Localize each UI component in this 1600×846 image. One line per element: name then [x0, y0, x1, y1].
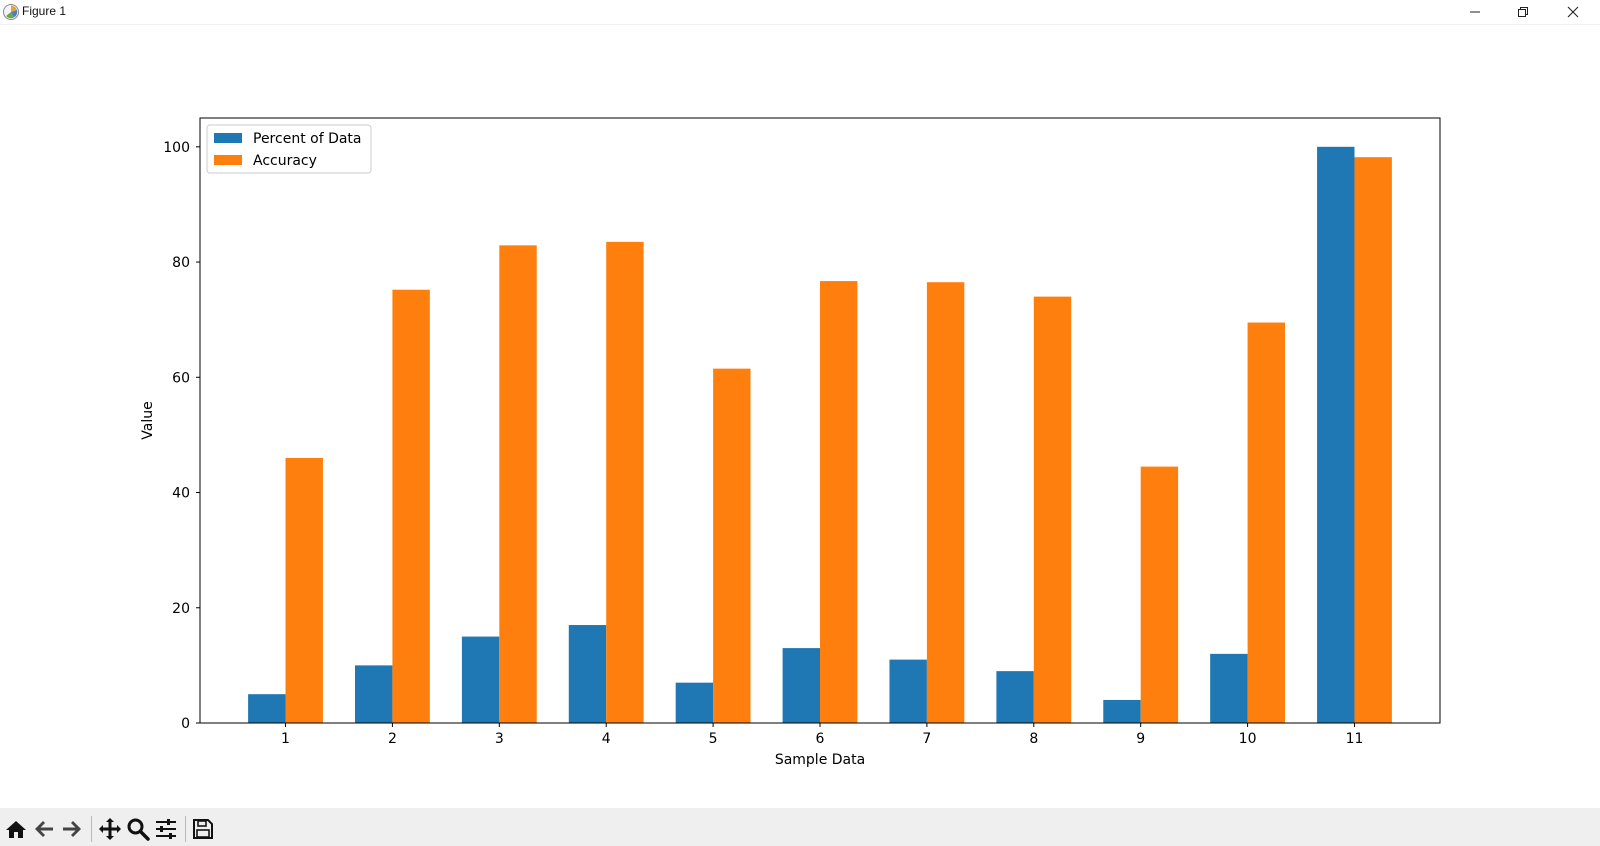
bar-percent-of-data-9 [1103, 699, 1141, 723]
close-icon [1567, 6, 1579, 18]
bar-percent-of-data-4 [568, 625, 607, 723]
bar-accuracy-5 [713, 368, 751, 723]
legend-label: Accuracy [253, 153, 317, 169]
bar-percent-of-data-2 [355, 665, 393, 723]
x-tick-label: 3 [495, 731, 504, 747]
legend-box [206, 124, 372, 174]
restore-button[interactable] [1500, 0, 1546, 24]
restore-icon [1518, 7, 1528, 17]
x-tick-label: 4 [602, 731, 611, 747]
y-tick-label: 40 [172, 486, 190, 502]
forward-arrow-icon [63, 821, 81, 837]
window-title: Figure 1 [22, 4, 67, 18]
y-tick-label: 20 [172, 601, 190, 617]
close-button[interactable] [1550, 0, 1596, 24]
x-tick-label: 5 [709, 731, 718, 747]
y-tick-label: 100 [163, 140, 190, 156]
bar-percent-of-data-5 [675, 682, 714, 723]
minimize-button[interactable] [1452, 0, 1498, 24]
x-tick-label: 10 [1239, 731, 1257, 747]
bar-accuracy-1 [285, 457, 323, 723]
matplotlib-app-icon [3, 4, 19, 20]
legend-label: Percent of Data [253, 131, 362, 147]
pan-icon [99, 818, 121, 840]
save-button[interactable] [190, 816, 216, 842]
x-tick-label: 6 [816, 731, 825, 747]
bar-percent-of-data-6 [782, 648, 820, 723]
zoom-icon [127, 818, 150, 841]
y-tick-label: 80 [172, 255, 190, 271]
window-titlebar: Figure 1 [0, 0, 1600, 25]
x-tick-label: 11 [1346, 731, 1364, 747]
bar-chart: 1 2 3 4 5 6 7 8 9 10 11 0 20 40 60 80 100 Sample Data Valu… [140, 117, 1441, 768]
back-button[interactable] [31, 816, 57, 842]
legend-swatch [214, 133, 242, 143]
legend-swatch [214, 155, 242, 165]
bar-accuracy-11 [1354, 157, 1392, 723]
zoom-button[interactable] [125, 816, 151, 842]
save-icon [193, 819, 213, 839]
forward-button[interactable] [59, 816, 85, 842]
bar-accuracy-8 [1033, 296, 1072, 723]
y-tick-label: 60 [172, 370, 190, 386]
home-button[interactable] [3, 816, 29, 842]
bar-accuracy-7 [926, 282, 965, 723]
bar-percent-of-data-3 [461, 636, 500, 723]
pan-button[interactable] [97, 816, 123, 842]
bar-accuracy-2 [392, 289, 430, 723]
configure-subplots-icon [156, 819, 176, 839]
x-tick-label: 2 [388, 731, 397, 747]
bar-percent-of-data-7 [889, 659, 927, 723]
y-tick-label: 0 [181, 716, 190, 732]
bar-accuracy-3 [499, 245, 537, 724]
bar-percent-of-data-11 [1317, 146, 1355, 724]
bar-percent-of-data-1 [248, 694, 286, 723]
back-arrow-icon [35, 821, 53, 837]
x-tick-label: 9 [1136, 731, 1145, 747]
x-tick-label: 1 [281, 731, 290, 747]
minimize-icon [1470, 11, 1480, 13]
y-axis-label: Value [140, 401, 156, 439]
home-icon [6, 821, 26, 838]
bar-accuracy-6 [820, 281, 858, 723]
configure-subplots-button[interactable] [153, 816, 179, 842]
toolbar-separator [91, 816, 92, 842]
toolbar-separator [185, 816, 186, 842]
x-tick-label: 8 [1029, 731, 1038, 747]
navigation-toolbar [0, 808, 1600, 846]
bar-accuracy-10 [1247, 322, 1285, 723]
bar-accuracy-4 [606, 241, 644, 723]
x-axis-label: Sample Data [775, 752, 865, 768]
bar-percent-of-data-10 [1210, 653, 1248, 723]
bar-accuracy-9 [1140, 466, 1179, 723]
x-tick-label: 7 [922, 731, 931, 747]
bar-percent-of-data-8 [996, 671, 1034, 723]
